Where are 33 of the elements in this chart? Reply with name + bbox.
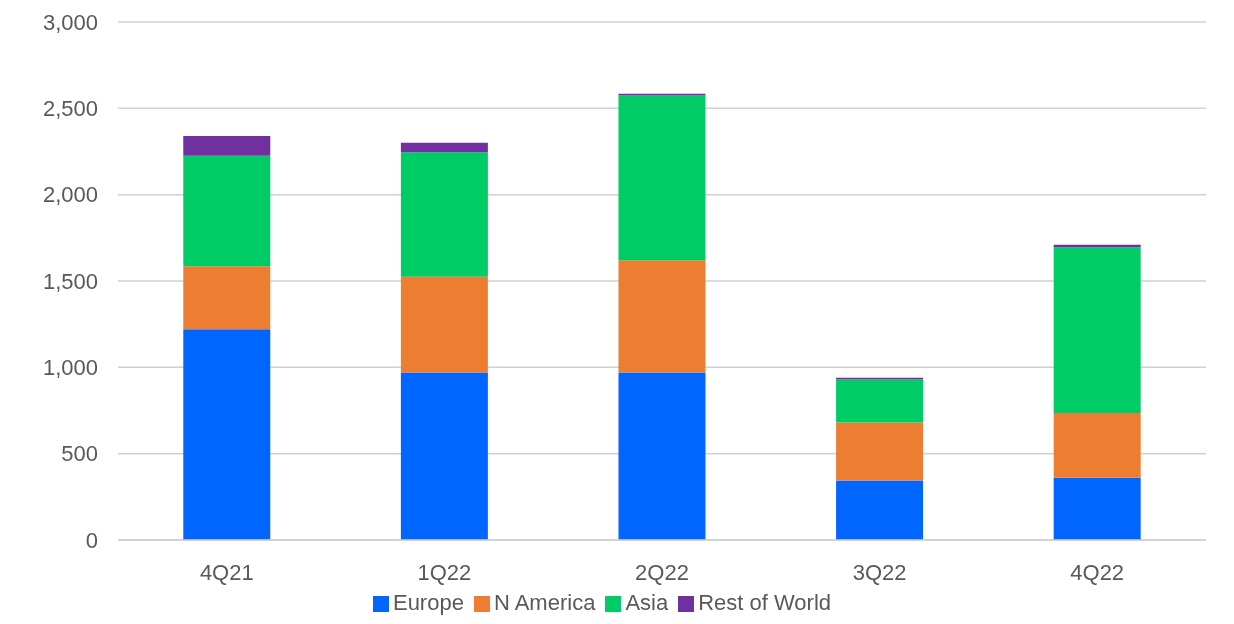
- x-tick-label: 4Q22: [1070, 559, 1125, 585]
- y-tick-label: 3,000: [42, 9, 98, 35]
- bar: [836, 480, 924, 540]
- bar: [400, 372, 488, 540]
- legend-label: Asia: [625, 590, 669, 615]
- y-tick-label: 500: [61, 441, 98, 467]
- y-tick-label: 2,500: [42, 96, 98, 122]
- bar: [836, 422, 924, 481]
- bar: [1053, 477, 1141, 540]
- x-tick-label: 2Q22: [635, 559, 689, 585]
- bar: [400, 276, 488, 373]
- x-tick-label: 4Q21: [199, 559, 254, 585]
- bar: [183, 329, 271, 540]
- y-tick-label: 2,000: [42, 182, 98, 208]
- bar: [1053, 413, 1141, 478]
- y-tick-label: 1,000: [42, 355, 98, 381]
- x-tick-label: 3Q22: [852, 559, 907, 585]
- bar: [183, 266, 271, 330]
- legend-label: Rest of World: [698, 590, 832, 615]
- y-tick-label: 0: [85, 527, 98, 553]
- bar: [1053, 247, 1141, 414]
- bar: [618, 260, 706, 373]
- x-tick-label: 1Q22: [417, 559, 472, 585]
- bar: [183, 155, 271, 267]
- bar: [183, 135, 271, 156]
- legend-label: Europe: [392, 590, 464, 615]
- y-tick-label: 1,500: [42, 268, 98, 294]
- bar: [400, 142, 488, 153]
- legend-label: N America: [493, 590, 596, 615]
- bar: [836, 379, 924, 423]
- bar: [618, 95, 706, 261]
- bar: [400, 152, 488, 277]
- bar: [618, 372, 706, 540]
